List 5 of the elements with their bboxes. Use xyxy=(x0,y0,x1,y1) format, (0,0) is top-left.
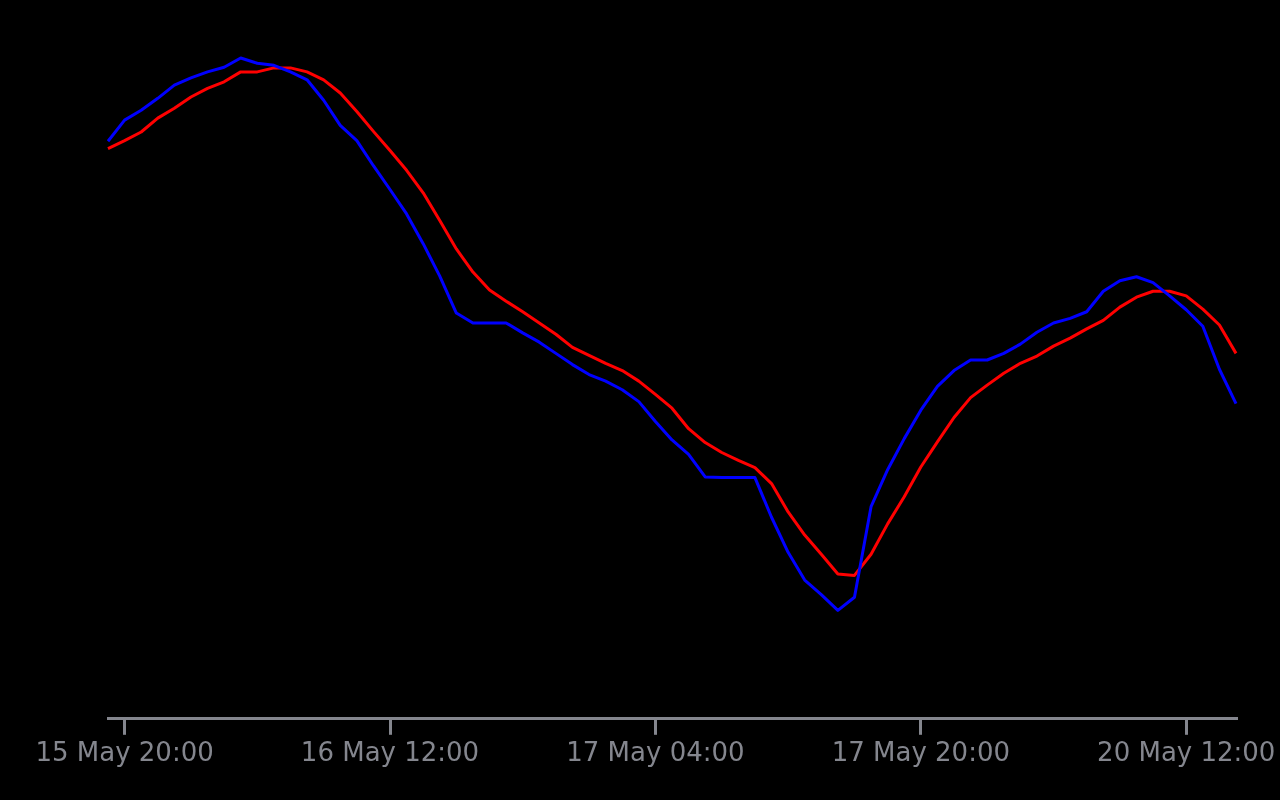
x-tick-label: 17 May 04:00 xyxy=(566,737,745,768)
x-tick-label: 15 May 20:00 xyxy=(35,737,214,768)
x-tick-label: 20 May 12:00 xyxy=(1097,737,1276,768)
x-tick-label: 16 May 12:00 xyxy=(300,737,480,768)
x-tick-label: 17 May 20:00 xyxy=(831,737,1010,768)
